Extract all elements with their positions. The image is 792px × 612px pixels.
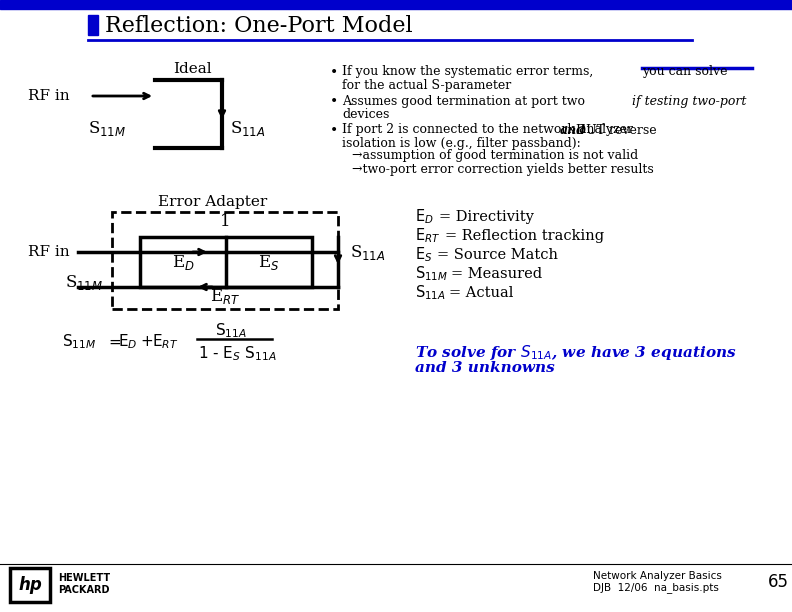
- Text: isolation is low (e.g., filter passband):: isolation is low (e.g., filter passband)…: [342, 136, 581, 149]
- Text: for the actual S-parameter: for the actual S-parameter: [342, 78, 512, 92]
- Text: 1 - $\mathregular{E}_S$ $\mathregular{S}_{11A}$: 1 - $\mathregular{E}_S$ $\mathregular{S}…: [198, 345, 276, 364]
- Text: RF in: RF in: [28, 245, 70, 259]
- Text: $\mathregular{E}_{RT}$: $\mathregular{E}_{RT}$: [415, 226, 440, 245]
- Text: = Source Match: = Source Match: [437, 248, 558, 262]
- Text: = Directivity: = Directivity: [439, 210, 534, 224]
- Text: DUT reverse: DUT reverse: [572, 124, 657, 136]
- Text: +: +: [140, 335, 153, 349]
- Text: If you know the systematic error terms,: If you know the systematic error terms,: [342, 65, 593, 78]
- Text: = Reflection tracking: = Reflection tracking: [445, 229, 604, 243]
- Text: $\mathregular{S}_{11A}$: $\mathregular{S}_{11A}$: [350, 242, 386, 261]
- Text: $\mathregular{E}_S$: $\mathregular{E}_S$: [258, 253, 280, 272]
- Text: Ideal: Ideal: [173, 62, 211, 76]
- Text: $\mathregular{S}_{11A}$: $\mathregular{S}_{11A}$: [230, 119, 265, 138]
- Bar: [0, 0, 792, 9]
- Text: →two-port error correction yields better results: →two-port error correction yields better…: [352, 163, 653, 176]
- Text: •: •: [330, 65, 338, 79]
- Text: RF in: RF in: [28, 89, 70, 103]
- Text: $\mathregular{E}_S$: $\mathregular{E}_S$: [415, 245, 432, 264]
- Bar: [88, 15, 98, 35]
- Bar: [10, 568, 50, 602]
- Text: hp: hp: [18, 576, 42, 594]
- Text: Network Analyzer Basics: Network Analyzer Basics: [593, 571, 722, 581]
- Text: = Actual: = Actual: [449, 286, 513, 300]
- Text: $\mathregular{S}_{11M}$: $\mathregular{S}_{11M}$: [62, 333, 97, 351]
- Text: DJB  12/06  na_basis.pts: DJB 12/06 na_basis.pts: [593, 583, 719, 594]
- Text: =: =: [108, 335, 120, 349]
- Text: devices: devices: [342, 108, 390, 121]
- Text: Assumes good termination at port two: Assumes good termination at port two: [342, 94, 585, 108]
- Text: $\mathregular{S}_{11M}$: $\mathregular{S}_{11M}$: [88, 119, 126, 138]
- Text: if testing two-port: if testing two-port: [632, 94, 746, 108]
- Text: $\mathregular{E}_{RT}$: $\mathregular{E}_{RT}$: [210, 288, 240, 307]
- Text: To solve for $\mathit{S_{11A}}$, we have 3 equations: To solve for $\mathit{S_{11A}}$, we have…: [415, 343, 737, 362]
- Text: you can solve: you can solve: [642, 65, 728, 78]
- Text: PACKARD: PACKARD: [58, 585, 109, 595]
- Text: = Measured: = Measured: [451, 267, 543, 281]
- Text: $\mathregular{S}_{11A}$: $\mathregular{S}_{11A}$: [415, 283, 446, 302]
- Text: Reflection: One-Port Model: Reflection: One-Port Model: [105, 15, 413, 37]
- Text: $\mathregular{S}_{11M}$: $\mathregular{S}_{11M}$: [65, 272, 103, 291]
- Text: $\mathregular{S}_{11M}$: $\mathregular{S}_{11M}$: [415, 264, 448, 283]
- Text: •: •: [330, 123, 338, 137]
- Bar: [140, 237, 312, 287]
- Text: $\mathregular{E}_D$: $\mathregular{E}_D$: [172, 253, 194, 272]
- Text: 1: 1: [219, 214, 230, 231]
- Text: and: and: [560, 124, 586, 136]
- Text: $\mathregular{S}_{11A}$: $\mathregular{S}_{11A}$: [215, 322, 247, 340]
- Text: 65: 65: [768, 573, 789, 591]
- Text: →assumption of good termination is not valid: →assumption of good termination is not v…: [352, 149, 638, 163]
- Text: Error Adapter: Error Adapter: [158, 195, 268, 209]
- Text: If port 2 is connected to the network analyzer: If port 2 is connected to the network an…: [342, 124, 637, 136]
- Text: $\mathregular{E}_{RT}$: $\mathregular{E}_{RT}$: [152, 333, 178, 351]
- Text: $\mathregular{E}_D$: $\mathregular{E}_D$: [415, 207, 434, 226]
- Text: HEWLETT: HEWLETT: [58, 573, 110, 583]
- Text: •: •: [330, 94, 338, 108]
- Text: $\mathregular{E}_D$: $\mathregular{E}_D$: [118, 333, 138, 351]
- Text: and 3 unknowns: and 3 unknowns: [415, 361, 554, 375]
- Bar: [112, 212, 338, 309]
